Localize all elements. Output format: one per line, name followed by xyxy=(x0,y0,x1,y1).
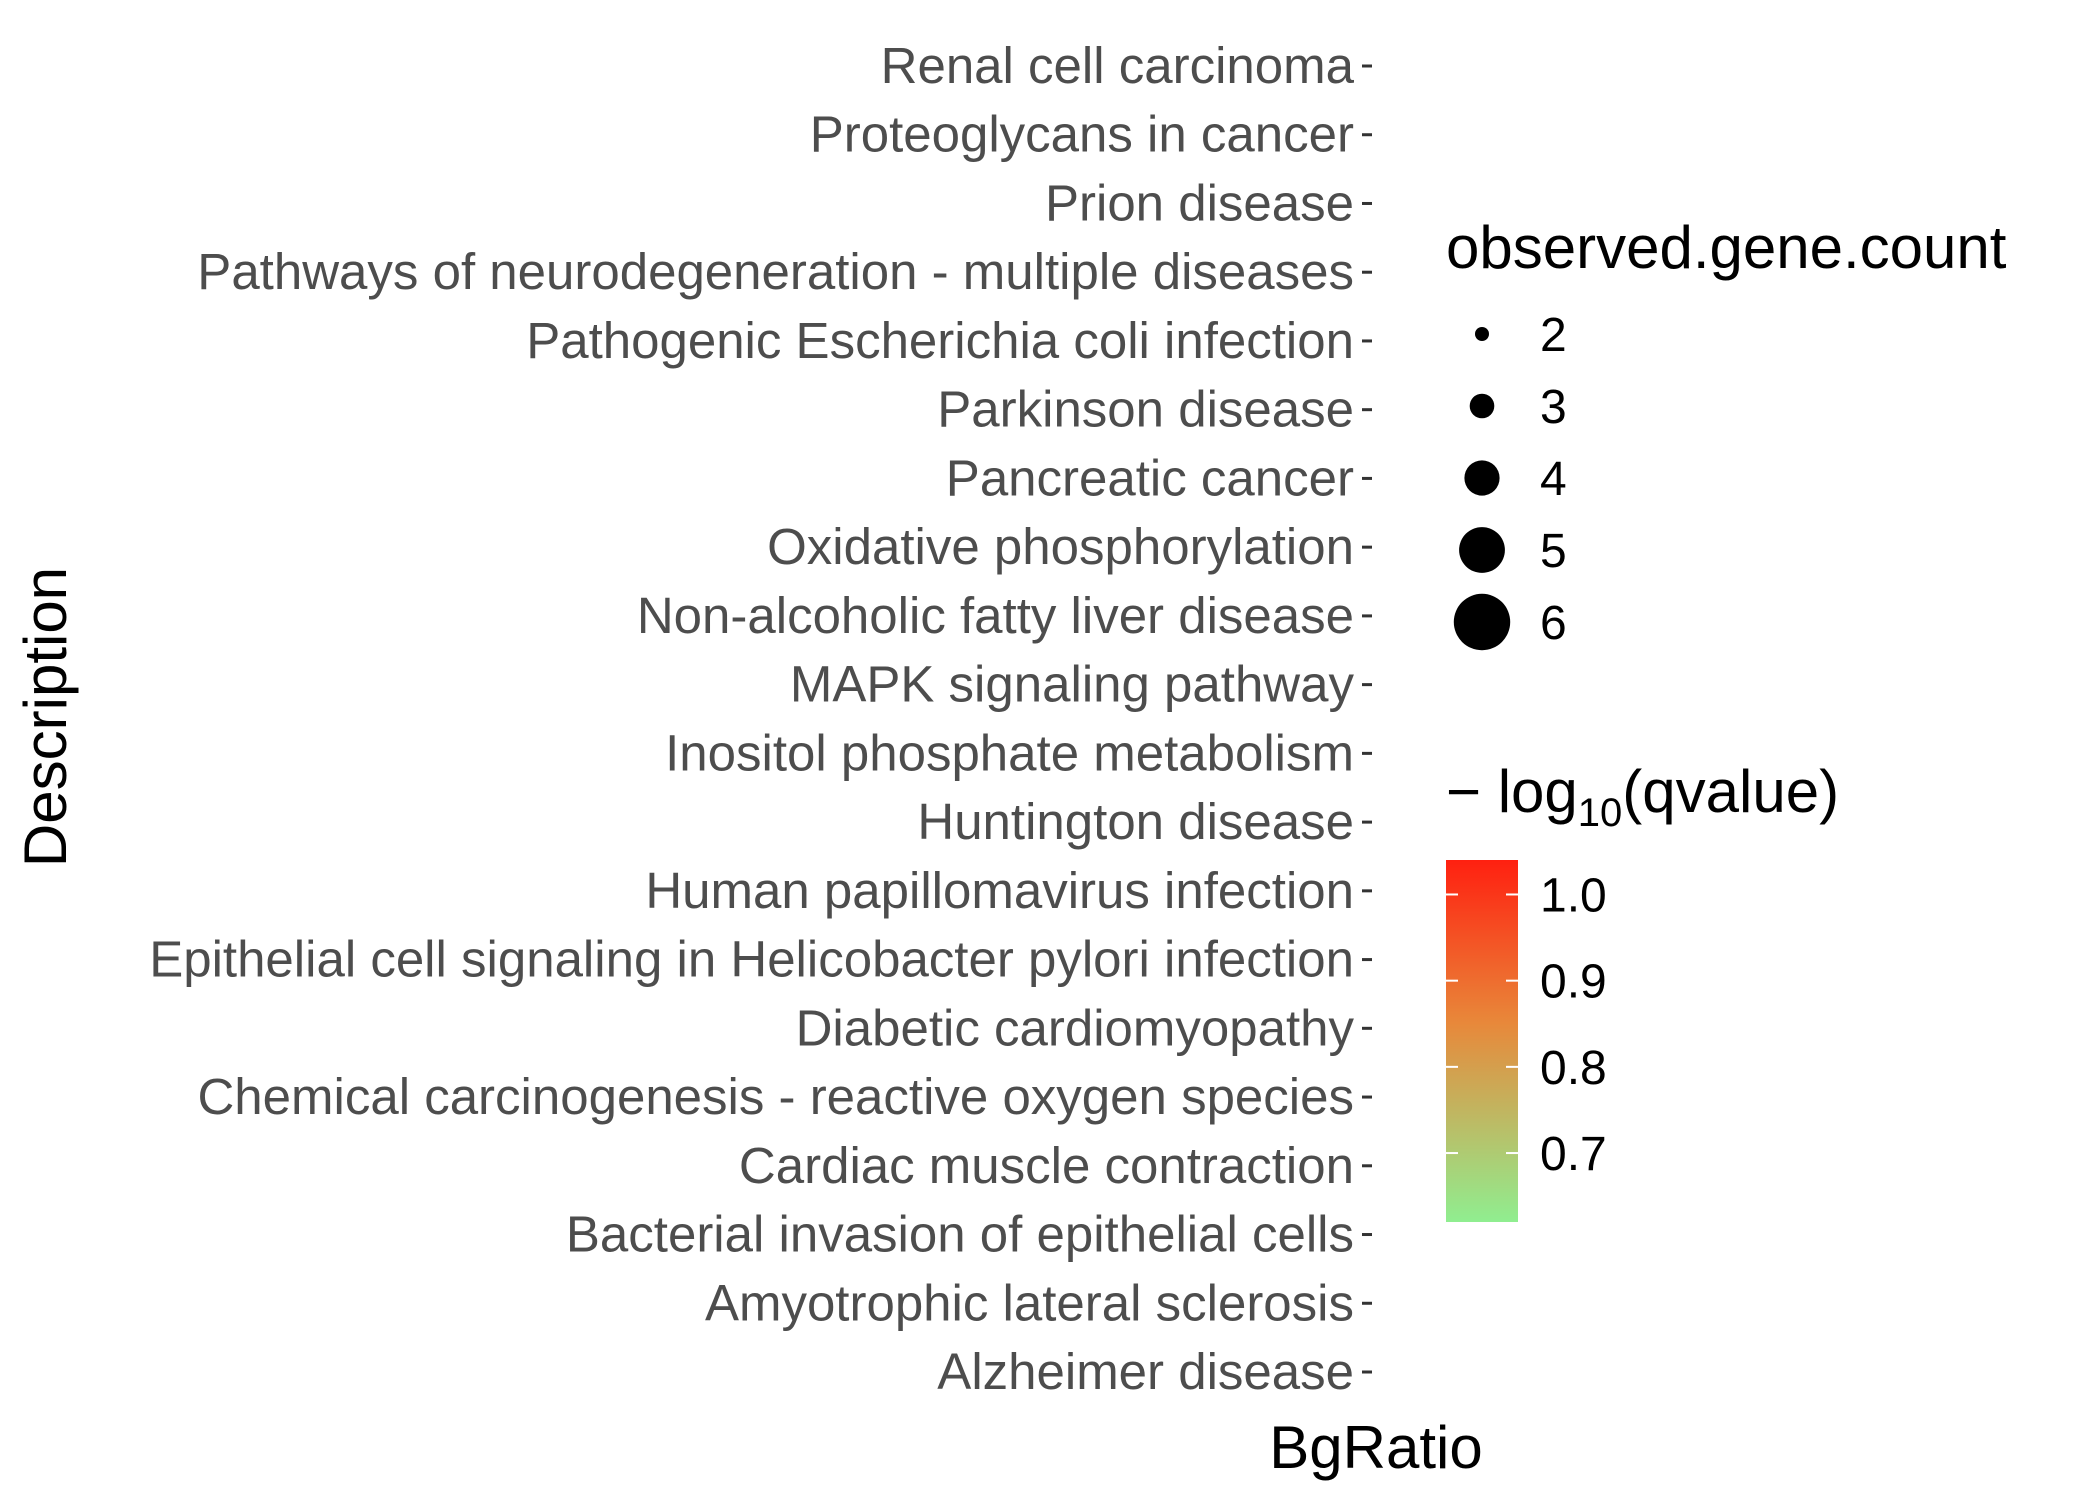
size-legend-label: 6 xyxy=(1540,597,1567,650)
y-axis-title: Description xyxy=(12,567,79,867)
size-legend-dot xyxy=(1453,593,1511,651)
y-axis: Renal cell carcinoma Proteoglycans in can… xyxy=(149,37,1372,1400)
color-legend-title-suffix: (qvalue) xyxy=(1622,758,1839,825)
y-tick-label: Huntington disease xyxy=(917,793,1354,850)
y-tick-label: Parkinson disease xyxy=(937,381,1354,438)
size-legend-label: 2 xyxy=(1540,309,1567,362)
y-tick-label: Amyotrophic lateral sclerosis xyxy=(705,1274,1354,1331)
color-bar xyxy=(1446,860,1518,1222)
size-legend-dot xyxy=(1469,393,1495,419)
y-tick-label: Prion disease xyxy=(1045,174,1354,231)
color-tick-label: 0.7 xyxy=(1540,1128,1607,1181)
color-legend: − log10(qvalue) 1.0 0.9 0.8 0.7 xyxy=(1446,758,1839,1222)
color-tick-label: 0.9 xyxy=(1540,956,1607,1009)
size-legend-label: 3 xyxy=(1540,381,1567,434)
y-tick-label: Pancreatic cancer xyxy=(946,449,1354,506)
size-legend-dot xyxy=(1475,327,1489,341)
size-legend: observed.gene.count 2 3 4 5 6 xyxy=(1446,214,2007,651)
size-legend-label: 5 xyxy=(1540,525,1567,578)
y-tick-label: Proteoglycans in cancer xyxy=(810,106,1354,163)
y-tick-label: Diabetic cardiomyopathy xyxy=(796,999,1355,1056)
color-legend-title: − log10(qvalue) xyxy=(1446,758,1839,835)
color-legend-title-sub: 10 xyxy=(1578,791,1623,835)
color-tick-label: 0.8 xyxy=(1540,1042,1607,1095)
y-tick-label: Renal cell carcinoma xyxy=(881,37,1355,94)
x-axis-title: BgRatio xyxy=(1269,1414,1482,1481)
y-tick-label: Inositol phosphate metabolism xyxy=(665,724,1354,781)
y-tick-label: Cardiac muscle contraction xyxy=(739,1137,1354,1194)
y-tick-label: Oxidative phosphorylation xyxy=(767,518,1354,575)
y-tick-label: Alzheimer disease xyxy=(937,1343,1354,1400)
size-legend-label: 4 xyxy=(1540,453,1567,506)
size-legend-dot xyxy=(1464,460,1500,496)
y-tick-label: Human papillomavirus infection xyxy=(645,862,1354,919)
y-tick-label: Epithelial cell signaling in Helicobacte… xyxy=(149,931,1354,988)
color-tick-label: 1.0 xyxy=(1540,869,1607,922)
y-tick-label: Pathways of neurodegeneration - multiple… xyxy=(197,243,1354,300)
size-legend-dot xyxy=(1459,527,1505,573)
y-tick-label: Chemical carcinogenesis - reactive oxyge… xyxy=(197,1068,1354,1125)
y-tick-label: Pathogenic Escherichia coli infection xyxy=(526,312,1354,369)
y-tick-label: Non-alcoholic fatty liver disease xyxy=(637,587,1354,644)
color-legend-title-prefix: − log xyxy=(1446,758,1578,825)
y-tick-label: MAPK signaling pathway xyxy=(790,656,1355,713)
size-legend-title: observed.gene.count xyxy=(1446,214,2007,281)
y-tick-label: Bacterial invasion of epithelial cells xyxy=(566,1206,1354,1263)
